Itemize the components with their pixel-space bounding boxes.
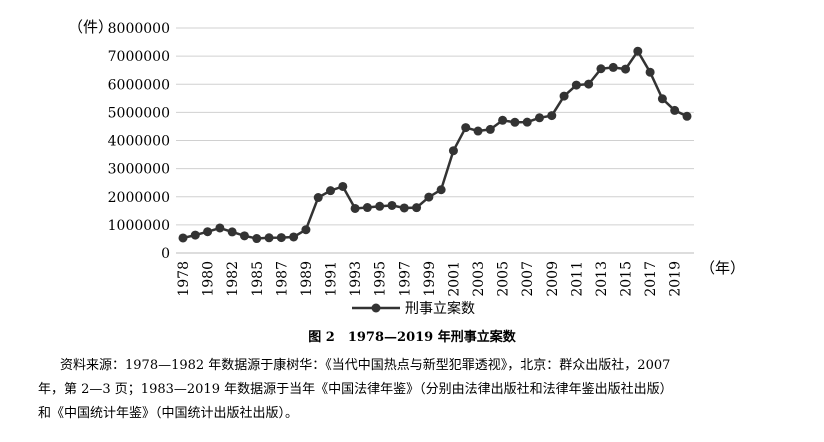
data-point — [633, 46, 643, 56]
x-tick-label: 1978 — [176, 261, 192, 297]
x-tick-label: 2011 — [569, 261, 585, 297]
x-axis-unit-label: （年） — [700, 259, 745, 277]
data-points — [178, 46, 692, 244]
x-tick-label: 2015 — [619, 261, 635, 297]
x-tick-label: 1987 — [274, 261, 290, 297]
data-point — [571, 80, 581, 90]
data-point — [424, 192, 434, 202]
data-point — [645, 67, 655, 77]
y-tick-label: 4000000 — [108, 134, 170, 150]
x-tick-label: 1985 — [250, 261, 266, 297]
data-point — [203, 227, 213, 237]
legend-label: 刑事立案数 — [405, 300, 475, 317]
legend-point-marker — [371, 303, 381, 313]
source-note: 资料来源：1978—1982 年数据源于康树华：《当代中国热点与新型犯罪透视》，… — [38, 354, 808, 426]
line-chart: 0 1000000 2000000 3000000 4000000 5000000 6000… — [68, 18, 745, 317]
data-point — [682, 111, 692, 121]
y-tick-label: 8000000 — [108, 21, 170, 37]
x-tick-label: 1997 — [397, 261, 413, 297]
y-tick-label: 2000000 — [108, 190, 170, 206]
x-tick-label: 2003 — [471, 261, 487, 297]
data-point — [448, 146, 458, 156]
data-point — [362, 203, 372, 213]
series-line-刑事立案数 — [182, 48, 688, 240]
data-point — [178, 233, 188, 243]
y-tick-label: 1000000 — [108, 218, 170, 234]
x-tick-labels: 1978 1980 1982 1985 1987 1989 1991 1993 1995 1997… — [176, 261, 684, 297]
legend: 刑事立案数 — [352, 300, 475, 317]
data-point — [584, 79, 594, 89]
data-point — [547, 111, 557, 121]
x-tick-label: 1999 — [422, 261, 438, 297]
x-tick-label: 2001 — [446, 261, 462, 297]
x-tick-label: 1989 — [299, 261, 315, 297]
y-tick-label: 0 — [161, 246, 170, 262]
x-tick-label: 2019 — [668, 261, 684, 297]
y-axis-unit-label: （件） — [68, 18, 113, 36]
source-line-1: 资料来源：1978—1982 年数据源于康树华：《当代中国热点与新型犯罪透视》，… — [60, 358, 671, 373]
data-point — [326, 186, 336, 196]
source-line-2: 年，第 2—3 页；1983—2019 年数据源于当年《中国法律年鉴》（分别由法… — [38, 382, 673, 397]
x-tick-label: 2007 — [520, 261, 536, 297]
data-point — [313, 193, 323, 203]
y-tick-label: 5000000 — [108, 105, 170, 121]
data-point — [301, 225, 311, 235]
data-point — [399, 203, 409, 213]
x-tick-label: 1991 — [324, 261, 340, 297]
y-tick-label: 6000000 — [108, 77, 170, 93]
data-point — [264, 233, 274, 243]
data-point — [252, 234, 262, 244]
gridlines — [176, 27, 694, 226]
data-point — [436, 185, 446, 195]
data-point — [338, 181, 348, 191]
data-point — [522, 117, 532, 127]
x-tick-label: 1980 — [201, 261, 217, 297]
x-tick-label: 1982 — [225, 261, 241, 297]
y-tick-label: 3000000 — [108, 162, 170, 178]
x-tick-label: 1995 — [373, 261, 389, 297]
data-point — [510, 117, 520, 127]
data-point — [608, 62, 618, 72]
data-point — [227, 227, 237, 237]
data-point — [375, 201, 385, 211]
data-point — [485, 124, 495, 134]
data-point — [461, 123, 471, 133]
x-tick-label: 2005 — [496, 261, 512, 297]
data-point — [215, 223, 225, 233]
data-point — [387, 200, 397, 210]
x-tick-label: 2009 — [545, 261, 561, 297]
y-tick-labels: 0 1000000 2000000 3000000 4000000 5000000 6000… — [108, 21, 170, 262]
y-tick-label: 7000000 — [108, 49, 170, 65]
figure-caption: 图 2 1978—2019 年刑事立案数 — [308, 330, 516, 345]
data-point — [596, 64, 606, 74]
data-point — [657, 94, 667, 104]
data-point — [350, 203, 360, 213]
data-point — [239, 231, 249, 241]
x-tick-label: 1993 — [348, 261, 364, 297]
x-tick-label: 2013 — [594, 261, 610, 297]
data-point — [498, 115, 508, 125]
data-point — [473, 126, 483, 136]
source-line-3: 和《中国统计年鉴》（中国统计出版社出版）。 — [38, 406, 299, 421]
data-point — [559, 91, 569, 101]
data-point — [289, 232, 299, 242]
data-point — [670, 105, 680, 115]
x-tick-label: 2017 — [643, 261, 659, 297]
data-point — [276, 233, 286, 243]
data-point — [621, 64, 631, 74]
data-point — [190, 230, 200, 240]
data-point — [412, 203, 422, 213]
data-point — [534, 113, 544, 123]
